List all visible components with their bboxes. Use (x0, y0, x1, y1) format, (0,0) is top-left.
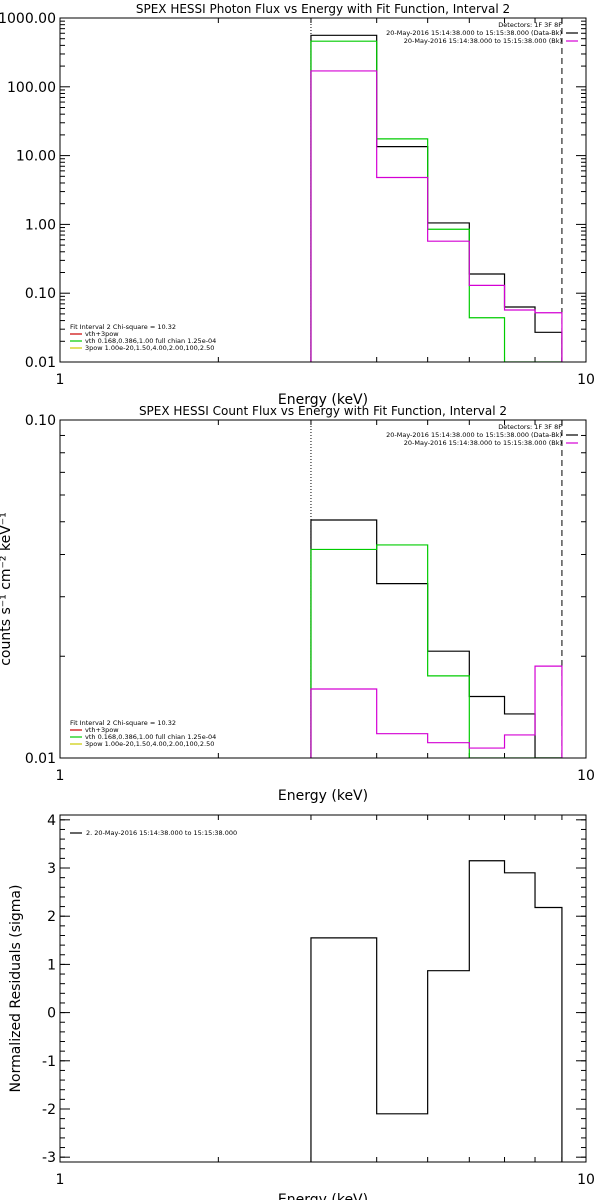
y-tick-label: 3 (47, 861, 56, 877)
panel-1: SPEX HESSI Photon Flux vs Energy with Fi… (0, 2, 595, 408)
panel-3: 1 10 -3 -2 -1 0 1 2 3 4 Energy (keV) Normalized Res… (8, 813, 595, 1204)
plot-frame (59, 17, 587, 363)
series-step-3 (310, 665, 563, 758)
panel-2: SPEX HESSI Count Flux vs Energy with Fit… (0, 404, 595, 804)
legend-bl-text: vth+3pow (85, 726, 119, 734)
series-step-1 (310, 34, 563, 362)
chart-title: SPEX HESSI Count Flux vs Energy with Fit… (139, 404, 507, 418)
y-tick-label: 10.00 (16, 149, 56, 165)
x-axis-label: Energy (keV) (278, 788, 368, 804)
y-tick-label: 0.10 (25, 286, 56, 302)
legend-bl-text: 3pow 1.00e-20,1.50,4.00,2.00,100,2.50 (85, 740, 214, 748)
y-tick-label: 4 (47, 813, 56, 829)
series-step-3 (310, 70, 563, 362)
legend-tr-text: 20-May-2016 15:14:38.000 to 15:15:38.000… (386, 29, 562, 37)
y-tick-label: 0 (47, 1006, 56, 1022)
plot-frame (59, 814, 587, 1163)
legend-bl-text: 3pow 1.00e-20,1.50,4.00,2.00,100,2.50 (85, 344, 214, 352)
legend-bl-text: vth 0.168,0.386,1.00 full chian 1.25e-04 (85, 337, 216, 345)
legend-tr-text: Detectors: 1F 3F 8F (498, 21, 562, 29)
series-step-1 (310, 519, 562, 758)
y-tick-label: 1 (47, 957, 56, 973)
legend-bl-text: Fit Interval 2 Chi-square = 10.32 (70, 719, 176, 727)
legend-tl-text: 2. 20-May-2016 15:14:38.000 to 15:15:38.… (86, 829, 237, 837)
x-axis-label: Energy (keV) (278, 392, 368, 408)
legend-tr-text: 20-May-2016 15:14:38.000 to 15:15:38.000… (404, 439, 562, 447)
series-step-1 (310, 860, 563, 1162)
plot-frame (59, 419, 587, 759)
y-axis-label: Normalized Residuals (sigma) (8, 885, 24, 1093)
x-tick-label: 1 (56, 768, 65, 784)
legend-bl-text: Fit Interval 2 Chi-square = 10.32 (70, 323, 176, 331)
y-tick-label: 0.10 (25, 413, 56, 429)
x-tick-label: 10 (577, 372, 595, 388)
chart-title: SPEX HESSI Photon Flux vs Energy with Fi… (136, 2, 510, 16)
y-tick-label: -1 (42, 1054, 56, 1070)
x-axis-label: Energy (keV) (278, 1192, 368, 1200)
y-tick-label: 0.01 (25, 355, 56, 371)
legend-tr-text: 20-May-2016 15:14:38.000 to 15:15:38.000… (386, 431, 562, 439)
y-tick-label: 1000.00 (0, 11, 56, 27)
y-tick-label: -3 (42, 1150, 56, 1166)
x-tick-label: 10 (577, 768, 595, 784)
y-tick-label: 0.01 (25, 751, 56, 767)
y-tick-label: 100.00 (7, 80, 56, 96)
series-step-2 (310, 40, 562, 362)
x-tick-label: 1 (56, 1172, 65, 1188)
y-tick-label: 2 (47, 909, 56, 925)
legend-bl-text: vth+3pow (85, 330, 119, 338)
legend-tr-text: 20-May-2016 15:14:38.000 to 15:15:38.000… (404, 37, 562, 45)
y-axis-label: counts s⁻¹ cm⁻² keV⁻¹ (0, 512, 14, 666)
legend-bl-text: vth 0.168,0.386,1.00 full chian 1.25e-04 (85, 733, 216, 741)
legend-tr-text: Detectors: 1F 3F 8F (498, 423, 562, 431)
x-tick-label: 10 (577, 1172, 595, 1188)
x-tick-label: 1 (56, 372, 65, 388)
series-step-2 (310, 544, 562, 758)
y-tick-label: -2 (42, 1102, 56, 1118)
y-tick-label: 1.00 (25, 217, 56, 233)
